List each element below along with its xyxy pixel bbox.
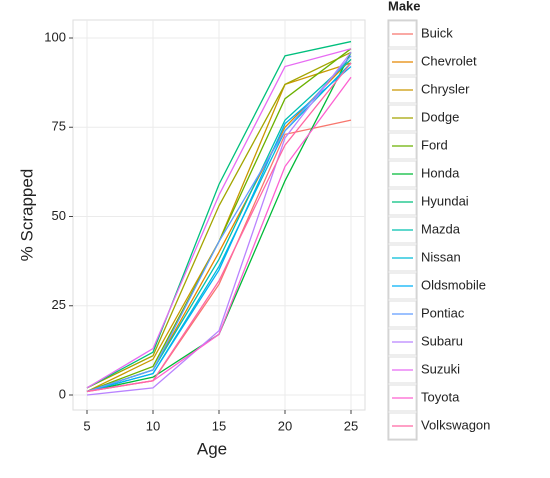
legend-label: Subaru <box>421 333 463 348</box>
legend-label: Chevrolet <box>421 53 477 68</box>
y-tick-label: 25 <box>52 297 66 312</box>
legend-label: Mazda <box>421 221 461 236</box>
series-line <box>86 66 352 393</box>
legend-label: Nissan <box>421 249 461 264</box>
series-line <box>86 62 352 393</box>
legend-label: Honda <box>421 165 460 180</box>
legend-label: Buick <box>421 25 453 40</box>
x-tick-label: 15 <box>212 418 226 433</box>
y-tick-label: 100 <box>44 29 66 44</box>
legend-label: Dodge <box>421 109 459 124</box>
series-line <box>86 51 352 389</box>
legend-label: Hyundai <box>421 193 469 208</box>
y-tick-label: 0 <box>59 386 66 401</box>
x-tick-label: 20 <box>278 418 292 433</box>
legend-label: Pontiac <box>421 305 465 320</box>
series-line <box>86 40 352 389</box>
legend-label: Oldsmobile <box>421 277 486 292</box>
legend-title: Make <box>388 0 421 13</box>
legend-label: Suzuki <box>421 361 460 376</box>
series-line <box>86 48 352 389</box>
series-line <box>86 55 352 393</box>
x-tick-label: 10 <box>146 418 160 433</box>
y-axis-label: % Scrapped <box>17 169 36 262</box>
y-tick-label: 50 <box>52 208 66 223</box>
legend-label: Volkswagon <box>421 417 490 432</box>
series-line <box>86 51 352 396</box>
x-tick-label: 5 <box>83 418 90 433</box>
legend-label: Ford <box>421 137 448 152</box>
legend-label: Toyota <box>421 389 460 404</box>
legend-label: Chrysler <box>421 81 470 96</box>
y-tick-label: 75 <box>52 119 66 134</box>
x-tick-label: 25 <box>344 418 358 433</box>
x-axis-label: Age <box>197 439 227 458</box>
